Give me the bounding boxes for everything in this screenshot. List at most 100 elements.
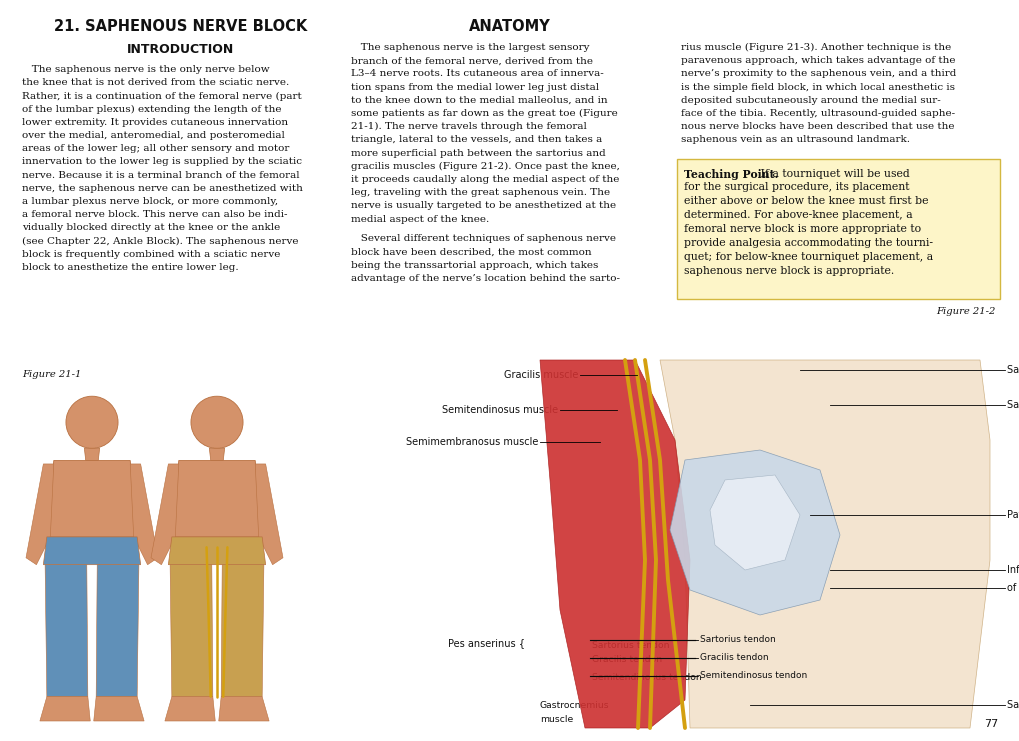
Text: rius muscle (Figure 21-3). Another technique is the: rius muscle (Figure 21-3). Another techn… xyxy=(680,43,950,52)
Text: Several different techniques of saphenous nerve: Several different techniques of saphenou… xyxy=(351,234,615,243)
Text: a lumbar plexus nerve block, or more commonly,: a lumbar plexus nerve block, or more com… xyxy=(22,197,278,206)
Text: Saphenous nerve: Saphenous nerve xyxy=(1006,700,1019,710)
Text: saphenous vein as an ultrasound landmark.: saphenous vein as an ultrasound landmark… xyxy=(680,136,909,144)
Text: provide analgesia accommodating the tourni-: provide analgesia accommodating the tour… xyxy=(683,238,931,248)
Text: the knee that is not derived from the sciatic nerve.: the knee that is not derived from the sc… xyxy=(22,79,289,87)
Text: of saphenous nerve: of saphenous nerve xyxy=(1006,583,1019,593)
Text: is the simple field block, in which local anesthetic is: is the simple field block, in which loca… xyxy=(680,82,954,92)
Polygon shape xyxy=(47,460,137,537)
Text: innervation to the lower leg is supplied by the sciatic: innervation to the lower leg is supplied… xyxy=(22,157,302,167)
Polygon shape xyxy=(96,565,139,697)
Text: to the knee down to the medial malleolus, and in: to the knee down to the medial malleolus… xyxy=(351,96,607,104)
Text: branch of the femoral nerve, derived from the: branch of the femoral nerve, derived fro… xyxy=(351,56,593,65)
Polygon shape xyxy=(170,565,213,697)
Text: Semitendinosus muscle: Semitendinosus muscle xyxy=(441,405,557,415)
Polygon shape xyxy=(85,448,100,460)
Text: nerve. Because it is a terminal branch of the femoral: nerve. Because it is a terminal branch o… xyxy=(22,170,300,179)
Text: block have been described, the most common: block have been described, the most comm… xyxy=(351,247,591,256)
Text: Gracilis tendon: Gracilis tendon xyxy=(699,654,768,662)
Polygon shape xyxy=(44,537,141,565)
Text: a femoral nerve block. This nerve can also be indi-: a femoral nerve block. This nerve can al… xyxy=(22,210,287,219)
Text: Semimembranosus muscle: Semimembranosus muscle xyxy=(406,437,537,447)
Text: Semitendinosus tendon: Semitendinosus tendon xyxy=(591,674,701,682)
Polygon shape xyxy=(709,475,799,570)
Text: nerve is usually targeted to be anesthetized at the: nerve is usually targeted to be anesthet… xyxy=(351,202,615,210)
Text: nerve’s proximity to the saphenous vein, and a third: nerve’s proximity to the saphenous vein,… xyxy=(680,70,955,79)
Text: either above or below the knee must first be: either above or below the knee must firs… xyxy=(683,196,927,206)
Text: Patella: Patella xyxy=(1006,510,1019,520)
Polygon shape xyxy=(171,460,262,537)
Circle shape xyxy=(191,396,243,448)
Text: Rather, it is a continuation of the femoral nerve (part: Rather, it is a continuation of the femo… xyxy=(22,91,302,101)
Circle shape xyxy=(66,396,118,448)
Polygon shape xyxy=(94,697,144,721)
Text: nerve, the saphenous nerve can be anesthetized with: nerve, the saphenous nerve can be anesth… xyxy=(22,184,303,193)
Text: medial aspect of the knee.: medial aspect of the knee. xyxy=(351,215,489,224)
Polygon shape xyxy=(165,697,215,721)
Text: Pes anserinus {: Pes anserinus { xyxy=(447,638,525,648)
Text: The saphenous nerve is the largest sensory: The saphenous nerve is the largest senso… xyxy=(351,43,589,52)
Text: If a tourniquet will be used: If a tourniquet will be used xyxy=(756,169,909,179)
Text: block to anesthetize the entire lower leg.: block to anesthetize the entire lower le… xyxy=(22,263,238,272)
Text: Infrapatellar branch: Infrapatellar branch xyxy=(1006,565,1019,575)
Text: Figure 21-1: Figure 21-1 xyxy=(22,370,82,379)
Text: Saphenous nerve: Saphenous nerve xyxy=(1006,400,1019,410)
Polygon shape xyxy=(209,448,224,460)
Text: advantage of the nerve’s location behind the sarto-: advantage of the nerve’s location behind… xyxy=(351,274,620,283)
Text: Gastrocnemius: Gastrocnemius xyxy=(539,700,609,709)
Text: for the surgical procedure, its placement: for the surgical procedure, its placemen… xyxy=(683,182,908,193)
Text: 21. SAPHENOUS NERVE BLOCK: 21. SAPHENOUS NERVE BLOCK xyxy=(54,19,307,34)
Text: determined. For above-knee placement, a: determined. For above-knee placement, a xyxy=(683,210,911,220)
Text: deposited subcutaneously around the medial sur-: deposited subcutaneously around the medi… xyxy=(680,96,940,104)
Text: Sartorius muscle: Sartorius muscle xyxy=(1006,365,1019,375)
Text: The saphenous nerve is the only nerve below: The saphenous nerve is the only nerve be… xyxy=(22,65,269,74)
Text: areas of the lower leg; all other sensory and motor: areas of the lower leg; all other sensor… xyxy=(22,144,289,153)
Text: more superficial path between the sartorius and: more superficial path between the sartor… xyxy=(351,149,605,158)
Polygon shape xyxy=(25,464,54,565)
Text: Teaching Point.: Teaching Point. xyxy=(683,169,777,179)
Polygon shape xyxy=(45,565,88,697)
Text: Sartorius tendon: Sartorius tendon xyxy=(699,636,775,645)
Text: ANATOMY: ANATOMY xyxy=(469,19,550,34)
Polygon shape xyxy=(218,697,269,721)
Text: INTRODUCTION: INTRODUCTION xyxy=(127,43,234,56)
Text: triangle, lateral to the vessels, and then takes a: triangle, lateral to the vessels, and th… xyxy=(351,136,602,144)
Text: face of the tibia. Recently, ultrasound-guided saphe-: face of the tibia. Recently, ultrasound-… xyxy=(680,109,954,118)
Text: quet; for below-knee tourniquet placement, a: quet; for below-knee tourniquet placemen… xyxy=(683,252,932,262)
Text: L3–4 nerve roots. Its cutaneous area of innerva-: L3–4 nerve roots. Its cutaneous area of … xyxy=(351,70,603,79)
Text: Gracilis muscle: Gracilis muscle xyxy=(503,370,578,380)
Text: femoral nerve block is more appropriate to: femoral nerve block is more appropriate … xyxy=(683,224,920,234)
Text: saphenous nerve block is appropriate.: saphenous nerve block is appropriate. xyxy=(683,265,893,276)
Polygon shape xyxy=(539,360,689,728)
Text: muscle: muscle xyxy=(539,716,573,725)
Text: leg, traveling with the great saphenous vein. The: leg, traveling with the great saphenous … xyxy=(351,188,609,197)
Text: of the lumbar plexus) extending the length of the: of the lumbar plexus) extending the leng… xyxy=(22,104,281,113)
Polygon shape xyxy=(40,697,90,721)
Text: lower extremity. It provides cutaneous innervation: lower extremity. It provides cutaneous i… xyxy=(22,118,287,127)
Polygon shape xyxy=(669,450,840,615)
Polygon shape xyxy=(130,464,158,565)
Text: block is frequently combined with a sciatic nerve: block is frequently combined with a scia… xyxy=(22,250,280,259)
Polygon shape xyxy=(221,565,264,697)
Text: Gracilis tendon: Gracilis tendon xyxy=(591,656,661,665)
Text: paravenous approach, which takes advantage of the: paravenous approach, which takes advanta… xyxy=(680,56,954,65)
FancyBboxPatch shape xyxy=(676,159,999,299)
Text: tion spans from the medial lower leg just distal: tion spans from the medial lower leg jus… xyxy=(351,82,599,92)
Text: (see Chapter 22, Ankle Block). The saphenous nerve: (see Chapter 22, Ankle Block). The saphe… xyxy=(22,236,299,246)
Polygon shape xyxy=(255,464,282,565)
Text: 77: 77 xyxy=(982,719,997,729)
Text: being the transsartorial approach, which takes: being the transsartorial approach, which… xyxy=(351,261,598,270)
Text: over the medial, anteromedial, and posteromedial: over the medial, anteromedial, and poste… xyxy=(22,131,284,140)
Text: vidually blocked directly at the knee or the ankle: vidually blocked directly at the knee or… xyxy=(22,223,280,233)
Text: Figure 21-2: Figure 21-2 xyxy=(935,307,995,316)
Polygon shape xyxy=(168,537,265,565)
Text: Sartorius tendon: Sartorius tendon xyxy=(591,640,668,650)
Text: it proceeds caudally along the medial aspect of the: it proceeds caudally along the medial as… xyxy=(351,175,620,184)
Polygon shape xyxy=(151,464,178,565)
Text: nous nerve blocks have been described that use the: nous nerve blocks have been described th… xyxy=(680,122,953,131)
Polygon shape xyxy=(659,360,989,728)
Text: gracilis muscles (Figure 21-2). Once past the knee,: gracilis muscles (Figure 21-2). Once pas… xyxy=(351,162,620,171)
Text: some patients as far down as the great toe (Figure: some patients as far down as the great t… xyxy=(351,109,618,118)
Text: Semitendinosus tendon: Semitendinosus tendon xyxy=(699,671,806,680)
Text: 21-1). The nerve travels through the femoral: 21-1). The nerve travels through the fem… xyxy=(351,122,587,131)
